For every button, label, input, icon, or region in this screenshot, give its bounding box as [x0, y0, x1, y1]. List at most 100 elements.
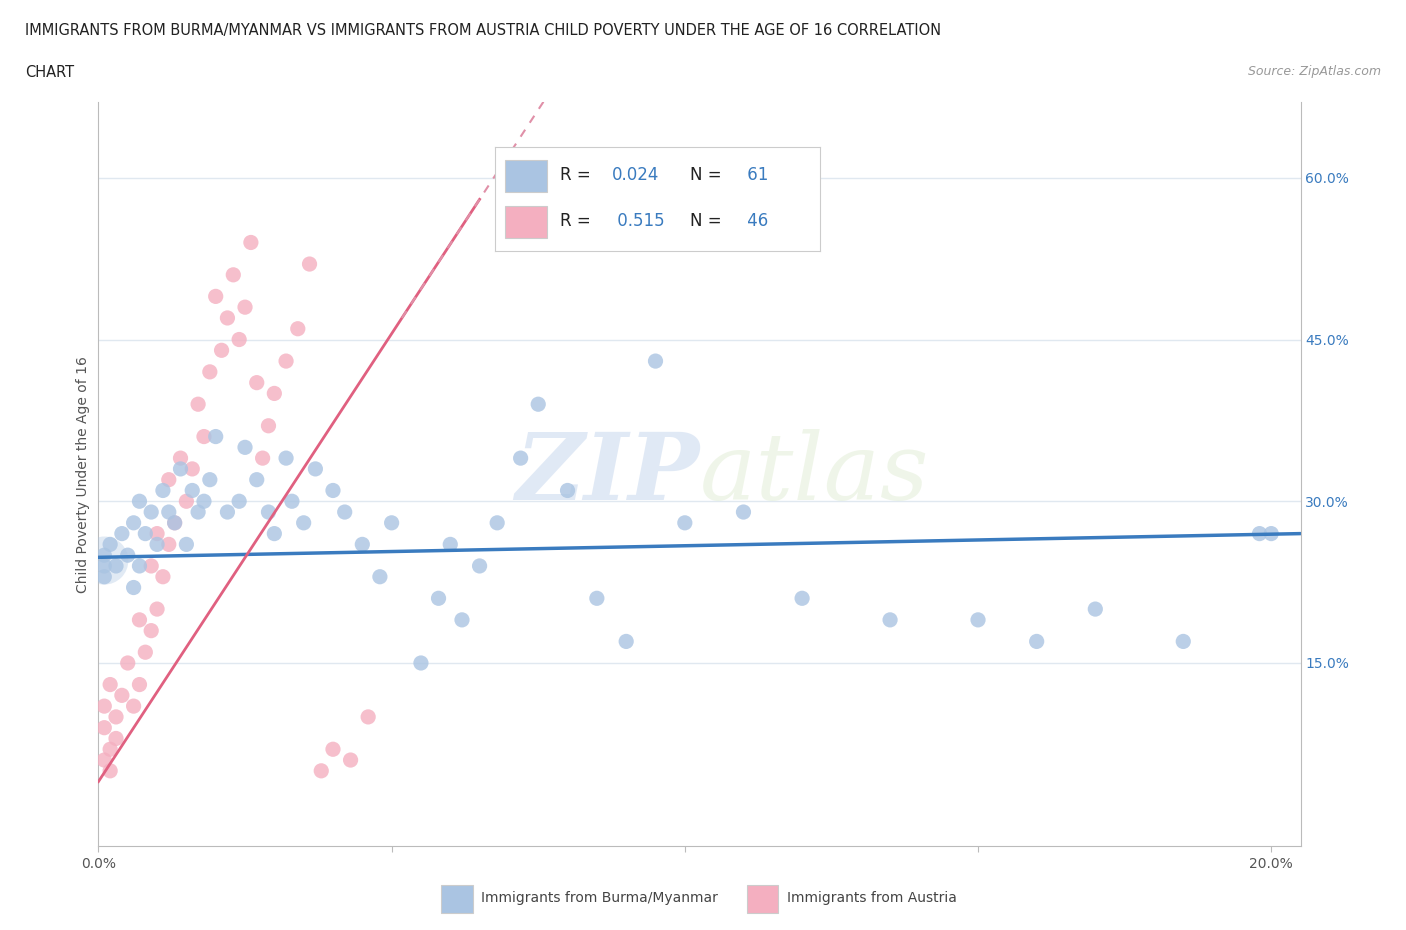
Point [274, 353, 297, 368]
FancyBboxPatch shape [747, 885, 779, 912]
Point [98, 537, 121, 551]
Point [1173, 634, 1195, 649]
Point [105, 731, 128, 746]
Point [586, 591, 609, 605]
Point [228, 494, 250, 509]
Point [93, 720, 115, 735]
Point [322, 742, 344, 757]
Point [468, 559, 491, 574]
Point [122, 698, 145, 713]
Point [246, 472, 269, 487]
Point [93, 752, 115, 767]
Point [122, 580, 145, 595]
Point [198, 472, 221, 487]
Text: Immigrants from Burma/Myanmar: Immigrants from Burma/Myanmar [481, 891, 718, 905]
Point [292, 515, 315, 530]
Text: R =: R = [560, 166, 596, 184]
Point [673, 515, 696, 530]
Point [146, 526, 169, 541]
Point [1025, 634, 1047, 649]
Point [187, 505, 209, 520]
Point [409, 656, 432, 671]
Point [117, 548, 139, 563]
Point [163, 515, 186, 530]
Point [128, 677, 150, 692]
Point [257, 418, 280, 433]
Point [486, 515, 509, 530]
Y-axis label: Child Poverty Under the Age of 16: Child Poverty Under the Age of 16 [76, 356, 90, 592]
Point [381, 515, 404, 530]
Point [322, 483, 344, 498]
Text: atlas: atlas [700, 430, 929, 519]
Point [879, 613, 901, 628]
Point [122, 515, 145, 530]
Point [233, 440, 256, 455]
Point [128, 494, 150, 509]
Point [1249, 526, 1271, 541]
Point [181, 461, 204, 476]
Point [204, 429, 226, 444]
Point [141, 623, 163, 638]
Point [98, 742, 121, 757]
Text: 0.515: 0.515 [612, 212, 665, 230]
Point [309, 764, 332, 778]
Point [193, 429, 215, 444]
Point [733, 505, 755, 520]
Point [368, 569, 391, 584]
Point [263, 386, 285, 401]
FancyBboxPatch shape [505, 161, 547, 192]
Point [233, 299, 256, 314]
Point [187, 397, 209, 412]
Point [146, 602, 169, 617]
Point [298, 257, 321, 272]
Point [93, 553, 115, 568]
Point [281, 494, 304, 509]
Point [211, 343, 233, 358]
Point [93, 548, 115, 563]
Point [181, 483, 204, 498]
Point [252, 451, 274, 466]
Text: IMMIGRANTS FROM BURMA/MYANMAR VS IMMIGRANTS FROM AUSTRIA CHILD POVERTY UNDER THE: IMMIGRANTS FROM BURMA/MYANMAR VS IMMIGRA… [25, 23, 942, 38]
Point [644, 353, 666, 368]
Point [557, 483, 579, 498]
Point [204, 289, 226, 304]
Point [1084, 602, 1107, 617]
Point [176, 494, 198, 509]
Point [357, 710, 380, 724]
Text: CHART: CHART [25, 65, 75, 80]
Point [222, 268, 245, 283]
Point [93, 569, 115, 584]
Text: N =: N = [690, 212, 727, 230]
Text: R =: R = [560, 212, 596, 230]
Text: Source: ZipAtlas.com: Source: ZipAtlas.com [1247, 65, 1381, 78]
Point [217, 505, 239, 520]
Text: 0.024: 0.024 [612, 166, 659, 184]
Point [198, 365, 221, 379]
Point [169, 451, 191, 466]
Point [176, 537, 198, 551]
Point [152, 483, 174, 498]
Point [105, 710, 128, 724]
Point [967, 613, 990, 628]
Point [93, 698, 115, 713]
Text: 46: 46 [742, 212, 768, 230]
Point [1260, 526, 1282, 541]
Point [339, 752, 361, 767]
Point [274, 451, 297, 466]
Text: ZIP: ZIP [515, 430, 700, 519]
Point [93, 559, 115, 574]
Text: Immigrants from Austria: Immigrants from Austria [787, 891, 957, 905]
Point [427, 591, 450, 605]
Point [105, 559, 128, 574]
Point [157, 505, 180, 520]
Point [134, 526, 156, 541]
Point [239, 235, 262, 250]
Point [134, 644, 156, 659]
Point [152, 569, 174, 584]
Point [246, 375, 269, 390]
Point [117, 656, 139, 671]
Point [333, 505, 356, 520]
Point [163, 515, 186, 530]
FancyBboxPatch shape [505, 206, 547, 237]
Text: 61: 61 [742, 166, 768, 184]
